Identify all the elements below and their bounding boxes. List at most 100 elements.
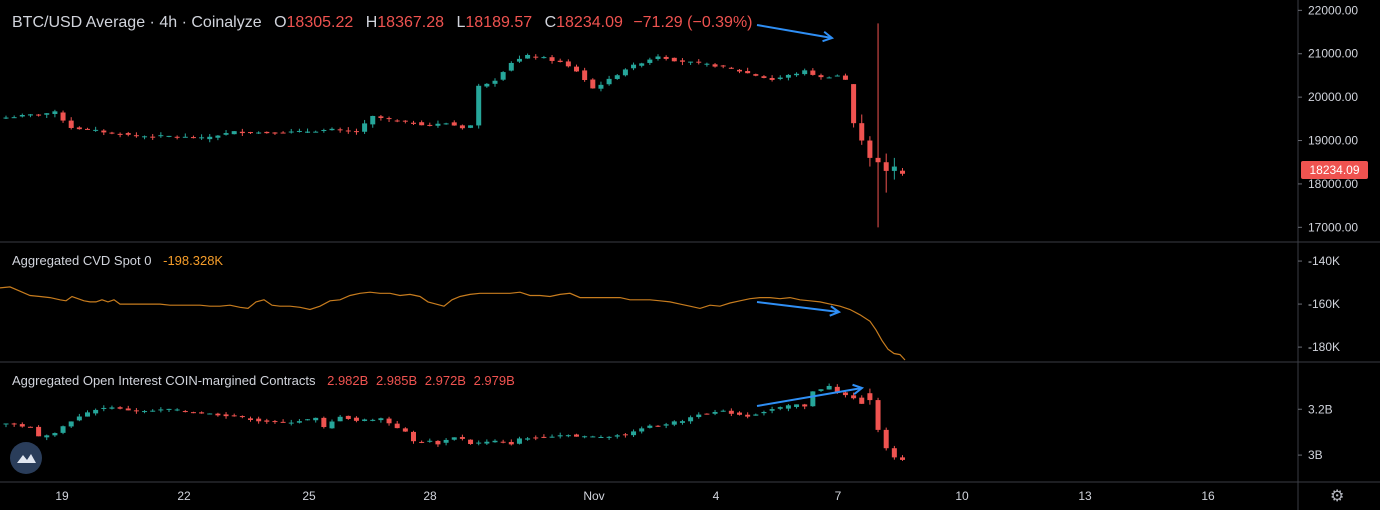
- price-candle: [174, 136, 180, 138]
- cvd-tick-label: -160K: [1308, 297, 1340, 311]
- price-candle: [794, 73, 800, 76]
- price-candle: [435, 123, 441, 126]
- annotation-arrow-2: [756, 301, 840, 313]
- oi-candle: [329, 421, 335, 429]
- oi-candle: [109, 407, 115, 409]
- price-candle: [785, 74, 791, 78]
- oi-candle: [704, 413, 710, 415]
- price-candle: [606, 78, 612, 85]
- annotation-arrow-1: [756, 24, 833, 39]
- price-tick-label: 21000.00: [1308, 47, 1358, 61]
- price-candle: [199, 137, 205, 139]
- close-value: 18234.09: [556, 14, 623, 31]
- coinalyze-logo-icon[interactable]: [10, 442, 42, 474]
- price-candle: [44, 113, 50, 115]
- price-candle: [834, 75, 840, 77]
- time-tick-label: 22: [177, 489, 191, 503]
- interval-label[interactable]: 4h: [159, 14, 178, 31]
- oi-candle: [476, 442, 482, 444]
- annotation-arrowhead-2: [829, 305, 842, 317]
- price-candle: [875, 157, 881, 163]
- oi-candle: [671, 421, 677, 425]
- close-key: C: [544, 14, 557, 31]
- price-candle: [704, 63, 710, 65]
- price-candle: [93, 129, 99, 131]
- price-candle: [769, 77, 775, 80]
- oi-candle: [883, 429, 889, 449]
- time-tick-label: 25: [302, 489, 316, 503]
- oi-candle: [427, 440, 433, 442]
- oi-candle: [133, 410, 139, 412]
- price-candle: [525, 54, 531, 59]
- oi-candle: [256, 418, 262, 422]
- price-candle: [85, 128, 90, 130]
- price-candle: [248, 132, 253, 134]
- price-candle: [280, 132, 286, 134]
- gear-icon[interactable]: ⚙: [1330, 488, 1345, 505]
- oi-candle: [231, 415, 237, 417]
- price-candle: [582, 70, 588, 81]
- oi-candle: [533, 437, 539, 439]
- annotation-arrows: [756, 24, 865, 407]
- price-candle: [296, 130, 302, 132]
- low-value: 18189.57: [465, 14, 533, 31]
- oi-candle: [117, 407, 123, 409]
- time-tick-label: Nov: [583, 489, 604, 503]
- oi-candle: [239, 416, 245, 418]
- time-tick-label: 10: [955, 489, 969, 503]
- price-candle: [851, 84, 857, 124]
- price-candle: [900, 170, 905, 174]
- price-candle: [305, 131, 311, 133]
- price-candle: [109, 132, 115, 134]
- price-tick-label: 17000.00: [1308, 220, 1358, 234]
- oi-tick-label: 3.2B: [1308, 402, 1333, 416]
- price-candle: [427, 124, 433, 126]
- oi-candle: [688, 417, 694, 422]
- price-candle: [370, 115, 376, 125]
- price-candle: [818, 75, 824, 78]
- price-candle: [19, 115, 25, 117]
- price-candle: [745, 71, 751, 74]
- price-candle: [891, 166, 897, 171]
- oi-candle: [215, 413, 221, 416]
- oi-candle: [419, 441, 425, 443]
- oi-tick-label: 3B: [1308, 448, 1323, 462]
- price-legend: BTC/USD Average · 4h · Coinalyze O18305.…: [12, 14, 753, 31]
- oi-candle: [647, 425, 653, 428]
- oi-candle: [851, 395, 857, 399]
- oi-candle: [345, 415, 351, 419]
- price-candle: [753, 74, 759, 76]
- oi-candle: [93, 409, 99, 414]
- price-candle: [125, 133, 131, 135]
- price-candle: [712, 64, 718, 67]
- price-candle: [679, 60, 685, 62]
- price-candle: [76, 127, 82, 130]
- oi-candle: [639, 428, 645, 432]
- oi-candle: [337, 416, 343, 422]
- oi-candle: [280, 421, 286, 423]
- price-candle: [802, 70, 808, 75]
- oi-candle: [52, 433, 58, 436]
- oi-candle: [142, 411, 148, 413]
- price-candle: [419, 122, 425, 126]
- cvd-value: -198.328K: [163, 253, 224, 268]
- price-candle: [810, 70, 816, 75]
- price-candle: [264, 131, 270, 134]
- price-candle: [101, 130, 107, 133]
- oi-candle: [818, 389, 824, 391]
- price-candle: [655, 56, 661, 59]
- price-candle: [166, 135, 172, 137]
- price-candles: [3, 23, 905, 228]
- price-candle: [614, 75, 620, 79]
- price-candle: [565, 61, 571, 67]
- oi-candle: [614, 435, 620, 437]
- oi-candle: [402, 428, 408, 432]
- price-candle: [590, 79, 596, 89]
- open-value: 18305.22: [286, 14, 354, 31]
- oi-candle: [753, 414, 759, 416]
- oi-candle: [900, 457, 905, 460]
- oi-candle: [842, 392, 848, 396]
- oi-candle: [484, 441, 490, 444]
